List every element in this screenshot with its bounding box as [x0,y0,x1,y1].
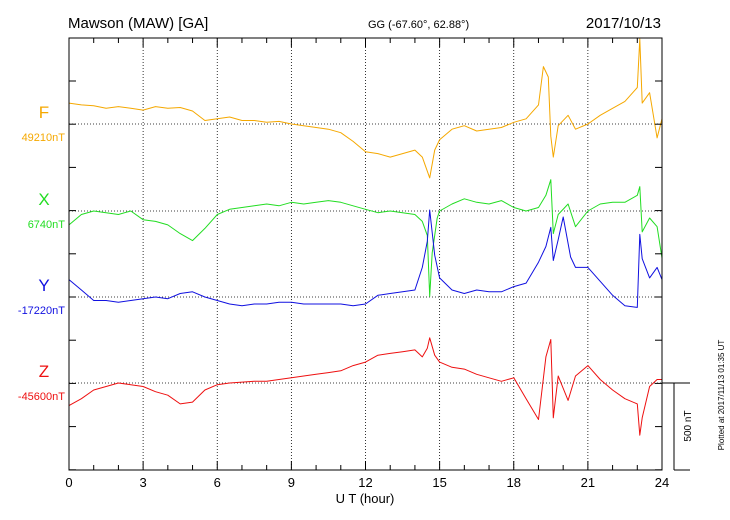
series-name-x: X [38,190,49,209]
series-name-z: Z [39,362,49,381]
series-name-f: F [39,103,49,122]
x-axis: 0 3 6 9 12 15 18 21 24 [65,38,669,490]
x-tick-label: 3 [140,475,147,490]
series-line-x [68,179,663,297]
scale-bar: 500 nT [662,382,694,471]
x-tick-label: 0 [65,475,72,490]
x-tick-label: 15 [432,475,446,490]
series-line-z [68,337,662,436]
series-baseline-y: -17220nT [18,305,65,317]
station-title: Mawson (MAW) [GA] [68,15,208,32]
series-line-f [68,38,663,179]
grid-lines [69,38,662,470]
plotted-timestamp: Plotted at 2017/11/13 01:35 UT [717,340,726,451]
chart-date: 2017/10/13 [586,15,661,32]
x-tick-label: 18 [507,475,521,490]
x-axis-label: U T (hour) [336,491,395,506]
x-tick-label: 9 [288,475,295,490]
series-name-y: Y [38,276,49,295]
series-line-y [68,209,663,308]
x-tick-label: 21 [581,475,595,490]
scale-bar-label: 500 nT [683,410,694,441]
data-traces [68,38,663,436]
x-tick-label: 6 [214,475,221,490]
series-baseline-x: 6740nT [28,219,66,231]
x-tick-label: 24 [655,475,669,490]
station-coords: GG (-67.60°, 62.88°) [368,19,469,31]
series-baseline-f: 49210nT [22,132,66,144]
series-labels: F 49210nT X 6740nT Y -17220nT Z -45600nT [18,103,65,403]
x-tick-label: 12 [358,475,372,490]
series-baseline-z: -45600nT [18,391,65,403]
